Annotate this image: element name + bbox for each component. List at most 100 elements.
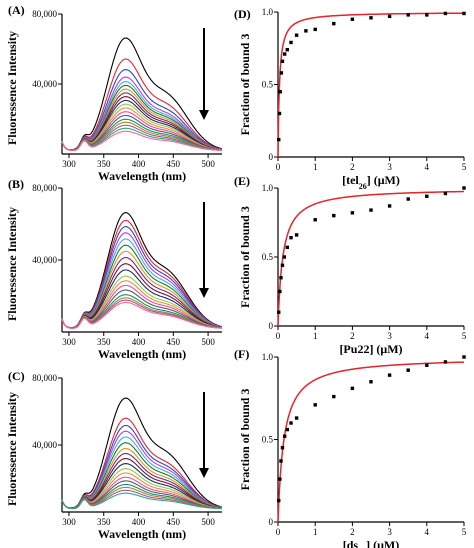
- data-point: [282, 434, 287, 438]
- x-tick-label: 300: [62, 159, 76, 169]
- y-tick-label: 0: [269, 321, 274, 331]
- data-point: [313, 403, 317, 407]
- data-point: [289, 421, 293, 425]
- x-tick-label: 450: [167, 517, 181, 527]
- data-point: [278, 289, 282, 294]
- y-axis-title: Fraction of bound 3: [238, 389, 252, 491]
- data-point: [443, 191, 448, 196]
- data-point: [278, 477, 282, 481]
- x-tick-label: 400: [132, 159, 146, 169]
- spectrum-line: [61, 301, 222, 329]
- data-point: [313, 218, 317, 222]
- y-tick-label: 0: [269, 152, 274, 162]
- y-tick-label: 80,000: [32, 183, 57, 193]
- data-point: [277, 137, 281, 142]
- x-tick-label: 3: [387, 162, 392, 172]
- x-tick-label: 5: [462, 331, 467, 341]
- data-point: [425, 363, 429, 367]
- data-point: [443, 11, 448, 16]
- data-point: [350, 386, 355, 391]
- spectrum-line: [61, 397, 222, 509]
- x-axis-title-part: [Pu22] (μM): [339, 342, 402, 356]
- y-tick-label: 1.0: [262, 352, 274, 362]
- y-tick-label: 1.0: [262, 183, 274, 193]
- y-axis-title: Fraction of bound 3: [238, 206, 252, 308]
- x-tick-label: 4: [425, 527, 430, 537]
- spectrum-line: [61, 436, 222, 509]
- x-tick-label: 350: [97, 159, 111, 169]
- y-tick-label: 40,000: [32, 255, 57, 265]
- x-tick-label: 400: [132, 517, 146, 527]
- y-axis-title: Fluoressence Intensity: [5, 392, 19, 506]
- data-point: [285, 48, 289, 52]
- x-axis-title: Wavelength (nm): [98, 527, 186, 541]
- data-point: [387, 14, 392, 19]
- x-tick-label: 1: [313, 331, 318, 341]
- spectrum-line: [61, 130, 222, 152]
- data-point: [277, 111, 282, 116]
- x-axis-title: [tel26] (μM): [342, 173, 400, 191]
- data-point: [280, 263, 285, 267]
- data-point: [350, 211, 355, 215]
- x-axis-title-part: ] (μM): [366, 538, 399, 548]
- x-tick-label: 500: [201, 517, 215, 527]
- x-tick-label: 1: [313, 527, 318, 537]
- spectrum-line: [61, 58, 222, 151]
- data-point: [406, 197, 410, 201]
- fit-curve: [277, 190, 464, 327]
- data-point: [278, 90, 282, 94]
- data-point: [280, 59, 285, 63]
- x-axis-title: [ds12] (μM): [343, 538, 399, 548]
- data-point: [294, 33, 299, 37]
- x-tick-label: 2: [350, 527, 355, 537]
- data-point: [279, 276, 283, 280]
- x-tick-label: 450: [167, 159, 181, 169]
- y-axis-title: Fluoressence Intensity: [5, 31, 19, 145]
- data-point: [285, 427, 289, 432]
- fit-curve: [277, 12, 464, 158]
- y-tick-label: 1.0: [262, 7, 274, 17]
- y-tick-label: 80,000: [32, 9, 57, 19]
- data-point: [294, 416, 299, 420]
- data-point: [425, 13, 429, 17]
- panel-label: (E): [234, 174, 250, 188]
- x-tick-label: 500: [201, 159, 215, 169]
- panel-d: (D) 0 1 2 3 4 5 0 0.5 1.0 [tel26] (μM) Fraction of …: [234, 7, 467, 191]
- panel-c: (C) 300 350 400 450 500 40,000 80,000 Wavelength…: [5, 369, 222, 541]
- x-tick-label: 3: [387, 331, 392, 341]
- spectrum-line: [61, 37, 222, 151]
- y-axis-title: Fraction of bound 3: [238, 34, 252, 136]
- data-point: [304, 29, 308, 33]
- x-axis-title: [Pu22] (μM): [339, 342, 402, 356]
- data-point: [289, 40, 293, 45]
- data-point: [443, 360, 448, 364]
- x-tick-label: 4: [425, 331, 430, 341]
- x-tick-label: 4: [425, 162, 430, 172]
- data-point: [406, 13, 410, 17]
- x-tick-label: 350: [97, 337, 111, 347]
- x-axis-title-part: [ds: [343, 538, 359, 548]
- x-tick-label: 1: [313, 162, 318, 172]
- data-point: [387, 373, 392, 377]
- y-tick-label: 0.5: [262, 435, 274, 445]
- spectrum-line: [61, 244, 222, 329]
- data-point: [425, 194, 429, 198]
- y-axis-title: Fluoressence Intensity: [5, 207, 19, 321]
- x-tick-label: 2: [350, 331, 355, 341]
- arrow-head: [199, 288, 209, 298]
- data-point: [294, 233, 299, 237]
- spectrum-line: [61, 430, 222, 509]
- x-tick-label: 500: [201, 337, 215, 347]
- data-point: [282, 52, 287, 56]
- data-point: [332, 21, 336, 26]
- panel-e: (E) 0 1 2 3 4 5 0 0.5 1.0 [Pu22] (μM) Fraction of b…: [234, 174, 467, 356]
- data-point: [332, 213, 336, 218]
- panel-label: (F): [234, 347, 249, 361]
- panel-label: (C): [8, 369, 25, 383]
- y-tick-label: 0.5: [262, 80, 274, 90]
- data-point: [406, 368, 410, 372]
- x-tick-label: 0: [276, 527, 281, 537]
- x-axis-title-part: ] (μM): [367, 173, 400, 187]
- data-point: [369, 16, 373, 20]
